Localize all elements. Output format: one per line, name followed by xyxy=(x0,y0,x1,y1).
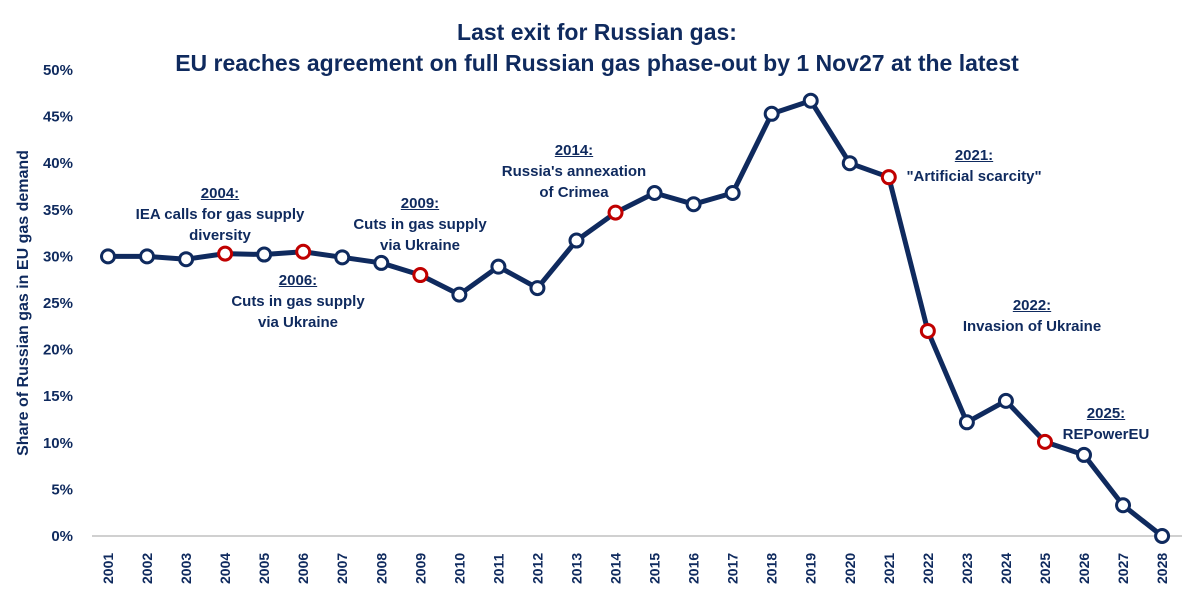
annotation-text: Invasion of Ukraine xyxy=(962,318,1102,335)
x-tick-label: 2025 xyxy=(1037,553,1053,584)
x-tick-label: 2024 xyxy=(998,553,1014,584)
annotation-year: 2014: xyxy=(554,142,594,159)
x-tick-label: 2005 xyxy=(256,553,272,584)
data-point xyxy=(100,248,116,265)
annotation: 2021: "Artificial scarcity" xyxy=(906,145,1041,187)
data-point xyxy=(685,196,702,213)
annotation-year: 2006: xyxy=(278,272,318,289)
series-line xyxy=(108,98,1164,538)
data-point xyxy=(958,414,975,431)
x-tick-label: 2026 xyxy=(1076,553,1092,584)
annotation-text: Cuts in gas supply xyxy=(353,216,487,233)
highlighted-data-point xyxy=(295,243,312,260)
y-tick-label: 25% xyxy=(43,295,73,312)
highlighted-data-point xyxy=(607,204,624,221)
data-point xyxy=(1115,497,1132,514)
y-tick-label: 10% xyxy=(43,435,73,452)
x-tick-label: 2018 xyxy=(764,553,780,584)
annotation: 2014: Russia's annexation of Crimea xyxy=(502,140,646,203)
y-tick-label: 45% xyxy=(43,109,73,126)
annotation-text: Cuts in gas supply xyxy=(231,293,365,310)
annotation: 2009: Cuts in gas supply via Ukraine xyxy=(353,193,486,256)
data-point xyxy=(373,254,390,271)
data-point xyxy=(1076,446,1092,463)
highlighted-data-point xyxy=(919,322,936,339)
data-point xyxy=(802,92,819,109)
x-tick-label: 2017 xyxy=(725,553,741,584)
annotation-text: via Ukraine xyxy=(379,237,461,254)
x-tick-label: 2027 xyxy=(1115,553,1131,584)
y-tick-label: 35% xyxy=(43,202,73,219)
highlighted-data-point xyxy=(412,267,429,284)
annotation-year: 2021: xyxy=(954,147,994,164)
data-point xyxy=(568,232,585,249)
annotation-text: REPowerEU xyxy=(1062,426,1150,443)
y-tick-label: 20% xyxy=(43,342,73,359)
data-point xyxy=(178,251,195,268)
annotation: 2025: REPowerEU xyxy=(1063,403,1150,445)
y-tick-label: 15% xyxy=(43,388,73,405)
annotation: 2022: Invasion of Ukraine xyxy=(963,295,1101,337)
data-point xyxy=(529,280,546,297)
annotation-text: Russia's annexation xyxy=(501,163,647,180)
y-tick-label: 30% xyxy=(43,248,73,265)
data-point xyxy=(256,246,273,263)
chart-title-line-1: Last exit for Russian gas: xyxy=(457,19,737,45)
annotation: 2006: Cuts in gas supply via Ukraine xyxy=(231,270,364,333)
x-tick-label: 2022 xyxy=(920,553,936,584)
x-tick-label: 2012 xyxy=(529,553,545,584)
data-point xyxy=(334,249,351,266)
data-point xyxy=(646,185,663,202)
x-tick-label: 2023 xyxy=(959,553,975,584)
y-tick-label: 40% xyxy=(43,155,73,172)
x-tick-label: 2015 xyxy=(647,553,663,584)
data-point xyxy=(724,185,741,202)
data-point xyxy=(451,286,468,303)
highlighted-data-point xyxy=(1036,433,1053,450)
x-tick-label: 2028 xyxy=(1154,553,1170,584)
annotation-text: of Crimea xyxy=(539,184,609,201)
x-tick-label: 2004 xyxy=(217,553,233,584)
chart-title-line-2: EU reaches agreement on full Russian gas… xyxy=(175,50,1019,76)
x-tick-label: 2002 xyxy=(139,553,155,584)
x-tick-label: 2006 xyxy=(295,553,311,584)
annotation-year: 2025: xyxy=(1086,405,1126,422)
annotation-text: via Ukraine xyxy=(257,314,339,331)
x-tick-label: 2007 xyxy=(334,553,350,584)
data-point xyxy=(763,105,780,122)
annotation-text: diversity xyxy=(189,227,251,244)
annotation-text: IEA calls for gas supply xyxy=(135,206,305,223)
x-tick-label: 2021 xyxy=(881,553,897,584)
highlighted-data-point xyxy=(880,169,897,186)
x-tick-label: 2014 xyxy=(608,553,624,584)
x-tick-label: 2020 xyxy=(842,553,858,584)
x-tick-label: 2011 xyxy=(490,553,506,584)
data-point xyxy=(997,392,1014,409)
x-tick-label: 2019 xyxy=(803,553,819,584)
y-tick-label: 50% xyxy=(43,62,73,79)
x-tick-label: 2003 xyxy=(178,553,194,584)
x-tick-label: 2009 xyxy=(412,553,428,584)
x-tick-label: 2001 xyxy=(100,553,116,584)
highlighted-data-point xyxy=(217,245,234,262)
y-tick-label: 5% xyxy=(51,481,73,498)
chart-title: Last exit for Russian gas: EU reaches ag… xyxy=(0,17,1194,79)
x-tick-label: 2010 xyxy=(451,553,467,584)
annotation-text: "Artificial scarcity" xyxy=(906,168,1042,185)
y-tick-label: 0% xyxy=(51,528,73,545)
annotation-year: 2004: xyxy=(200,185,240,202)
annotation-year: 2022: xyxy=(1012,297,1052,314)
annotation-year: 2009: xyxy=(400,195,440,212)
annotation: 2004: IEA calls for gas supply diversity xyxy=(136,183,305,246)
x-tick-label: 2013 xyxy=(568,553,584,584)
data-point xyxy=(490,258,507,275)
x-tick-label: 2008 xyxy=(373,553,389,584)
x-tick-label: 2016 xyxy=(686,553,702,584)
data-point xyxy=(841,155,858,172)
data-point xyxy=(139,248,156,265)
data-point xyxy=(1154,528,1171,544)
